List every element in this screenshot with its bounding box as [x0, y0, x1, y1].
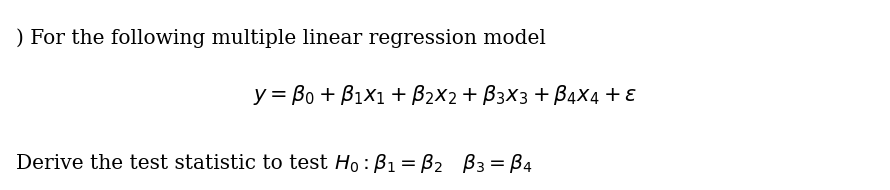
- Text: $y = \beta_0 + \beta_1 x_1 + \beta_2 x_2 + \beta_3 x_3 + \beta_4 x_4 + \epsilon$: $y = \beta_0 + \beta_1 x_1 + \beta_2 x_2…: [253, 83, 637, 107]
- Text: Derive the test statistic to test: Derive the test statistic to test: [16, 154, 334, 173]
- Text: $H_0 : \beta_1 = \beta_2 \quad \beta_3 = \beta_4$: $H_0 : \beta_1 = \beta_2 \quad \beta_3 =…: [334, 152, 532, 175]
- Text: ) For the following multiple linear regression model: ) For the following multiple linear regr…: [16, 28, 546, 48]
